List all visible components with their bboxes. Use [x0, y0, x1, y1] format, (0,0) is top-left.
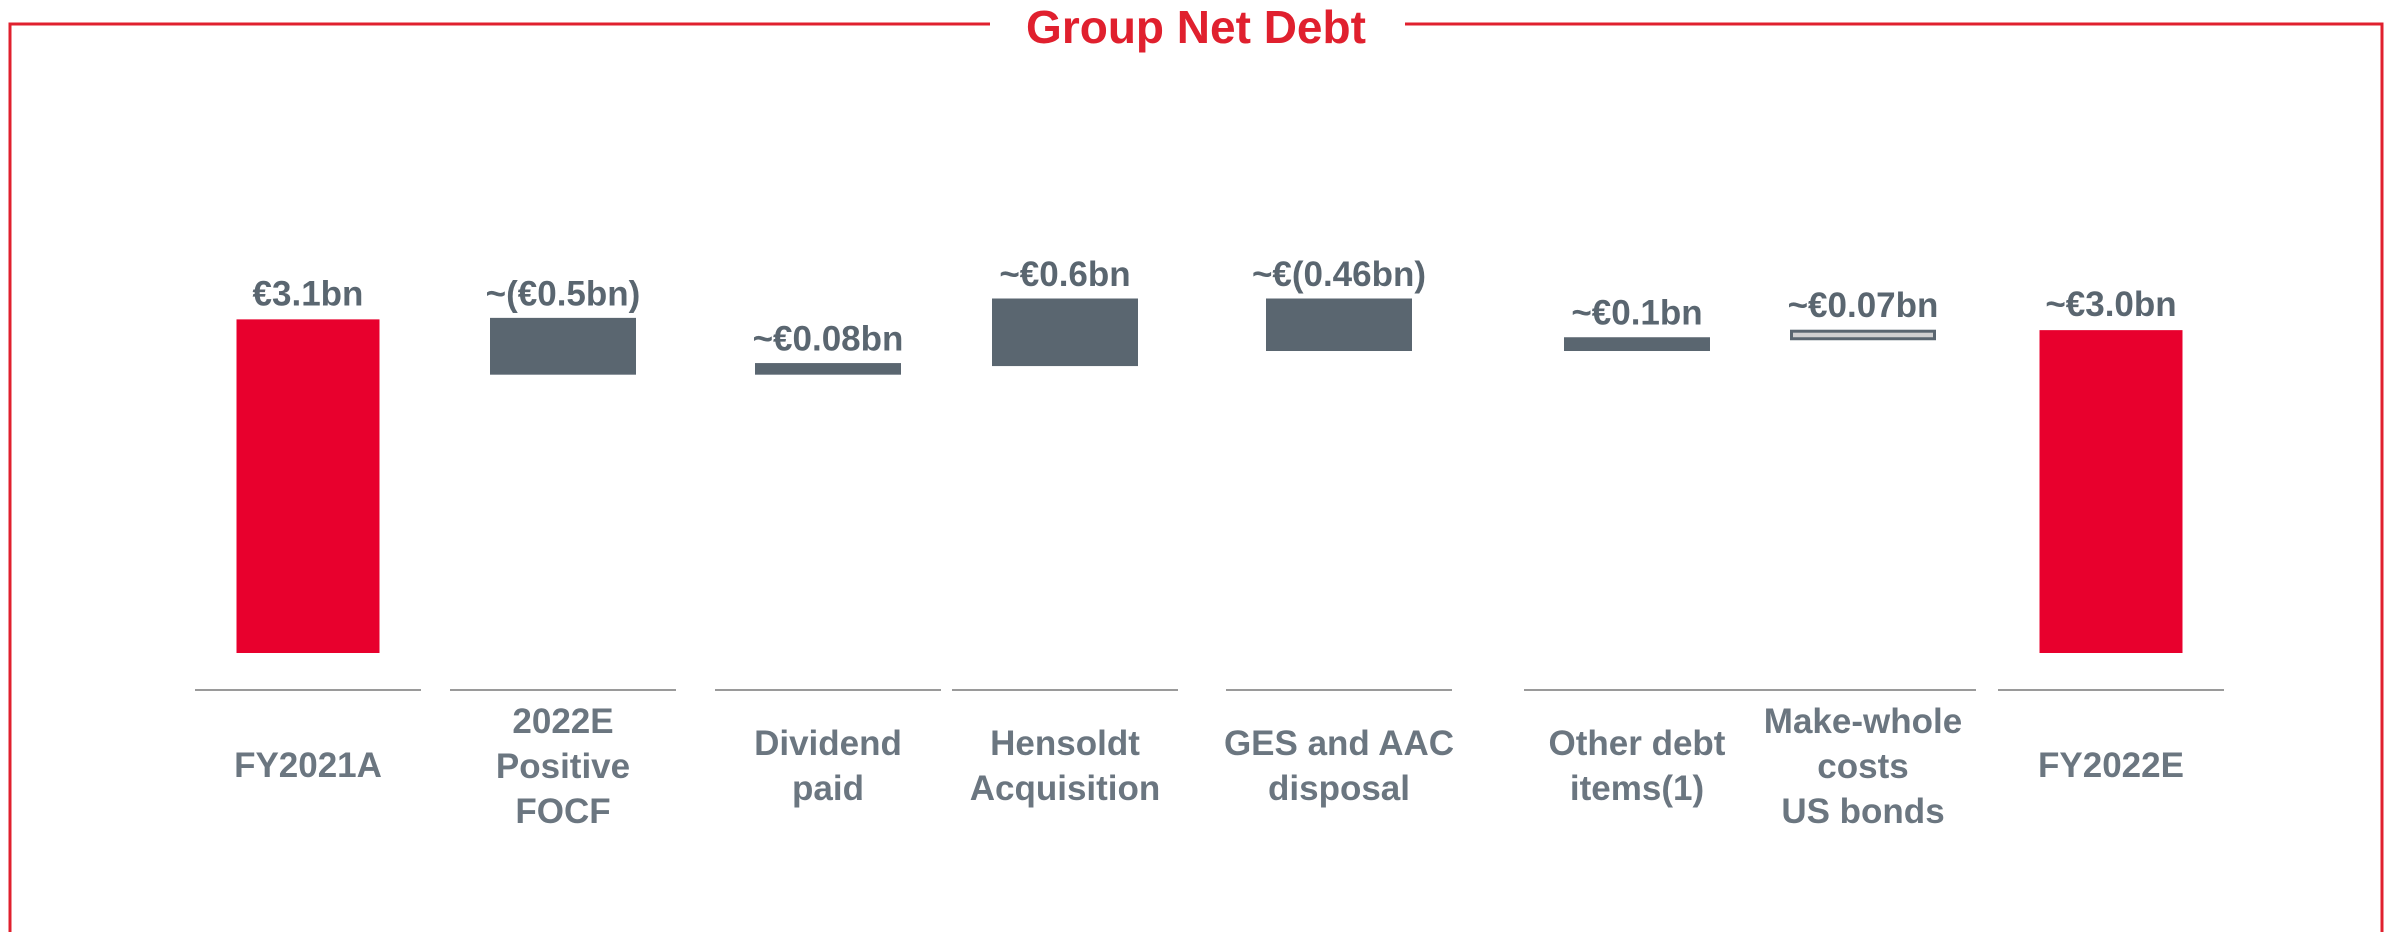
value-label: ~€0.08bn	[753, 320, 904, 359]
bar	[992, 298, 1138, 367]
value-label: €3.1bn	[253, 274, 364, 313]
bar	[1790, 329, 1936, 341]
frame	[8, 22, 2384, 932]
category-label: FY2022E	[2038, 746, 2184, 785]
category-label: Hensoldt Acquisition	[969, 724, 1161, 808]
category-label: 2022E Positive FOCF	[495, 702, 631, 831]
bar	[1266, 298, 1412, 352]
bar	[755, 363, 901, 375]
bar	[1564, 337, 1710, 352]
value-label: ~€0.07bn	[1788, 286, 1939, 325]
bar	[2039, 330, 2183, 653]
value-label: ~(€0.5bn)	[486, 274, 641, 313]
value-label: ~€0.6bn	[999, 255, 1130, 294]
category-label: GES and AAC disposal	[1223, 724, 1455, 808]
value-label: ~€3.0bn	[2045, 285, 2176, 324]
category-label: FY2021A	[234, 746, 382, 785]
bar	[236, 319, 380, 653]
value-label: ~€0.1bn	[1571, 294, 1702, 333]
category-label: Make-whole costs US bonds	[1763, 702, 1963, 831]
bar	[490, 317, 636, 375]
category-label: Other debt items(1)	[1548, 724, 1726, 808]
value-label: ~€(0.46bn)	[1252, 255, 1426, 294]
category-label: Dividend paid	[754, 724, 902, 808]
chart-title: Group Net Debt	[1026, 1, 1366, 53]
